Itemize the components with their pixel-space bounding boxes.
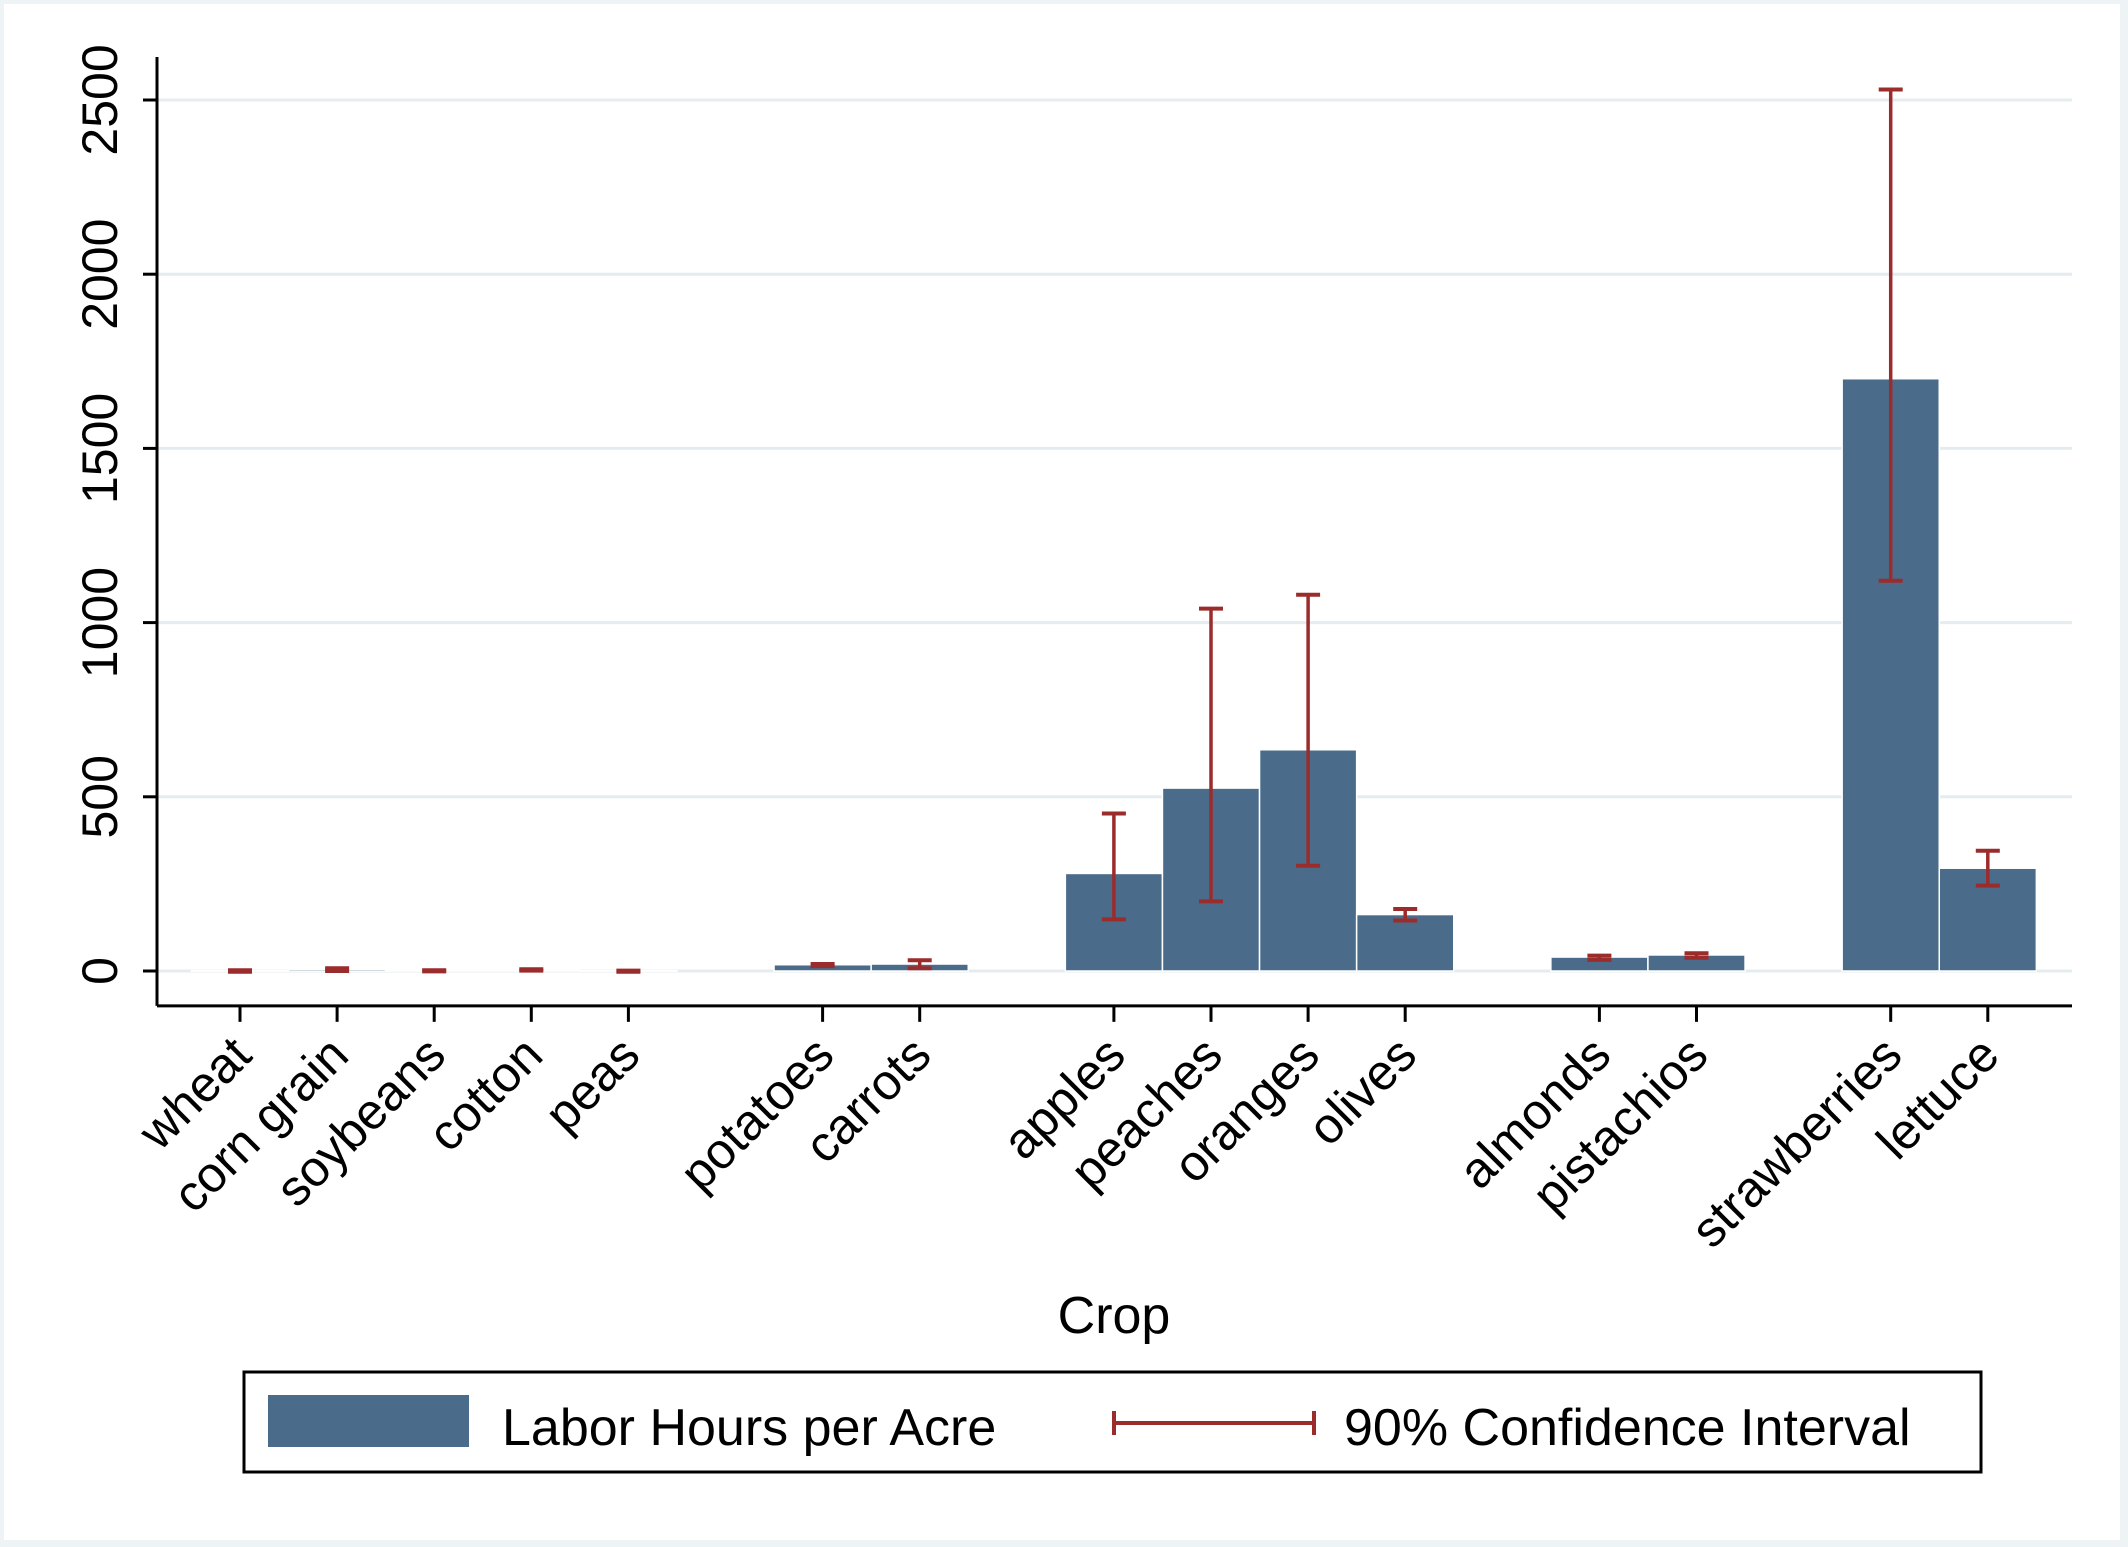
ci-peaches [1199,606,1223,904]
legend-swatch-ci [1112,1411,1316,1435]
ci-oranges [1296,592,1321,868]
y-tick-label: 2000 [72,219,128,330]
ci-wheat [228,968,252,974]
y-tick-label: 2500 [72,44,128,155]
confidence-intervals [228,87,2000,974]
ci-lettuce [1975,848,2000,888]
legend-label-bars: Labor Hours per Acre [502,1399,996,1457]
ci-potatoes [810,962,835,969]
y-tick-label: 1000 [72,567,128,678]
ci-cotton [519,967,544,973]
ci-pistachios [1684,951,1709,960]
bar-olives [1355,913,1455,972]
x-tick-label: olives [1297,1026,1427,1156]
ci-apples [1101,811,1126,922]
ci-carrots [907,958,932,971]
ci-strawberries [1878,87,1903,583]
ci-almonds [1587,953,1612,962]
x-axis-title: Crop [1058,1287,1171,1345]
x-tick-label: cotton [417,1026,553,1162]
y-tick-label: 500 [72,755,128,838]
ci-olives [1393,906,1418,923]
y-tick-label: 0 [72,957,128,985]
axes [143,57,2072,1022]
plot-panel [4,4,2120,1540]
legend: Labor Hours per Acre 90% Confidence Inte… [242,1370,1983,1474]
ci-peas [616,968,641,974]
ci-soybeans [422,968,447,974]
y-tick-labels: 0 500 1000 1500 2000 2500 [72,44,128,985]
legend-label-ci: 90% Confidence Interval [1344,1399,1911,1457]
y-tick-label: 1500 [72,393,128,504]
x-tick-label: peas [534,1026,650,1142]
ci-corn-grain [325,966,350,973]
legend-swatch-bars [268,1395,469,1447]
